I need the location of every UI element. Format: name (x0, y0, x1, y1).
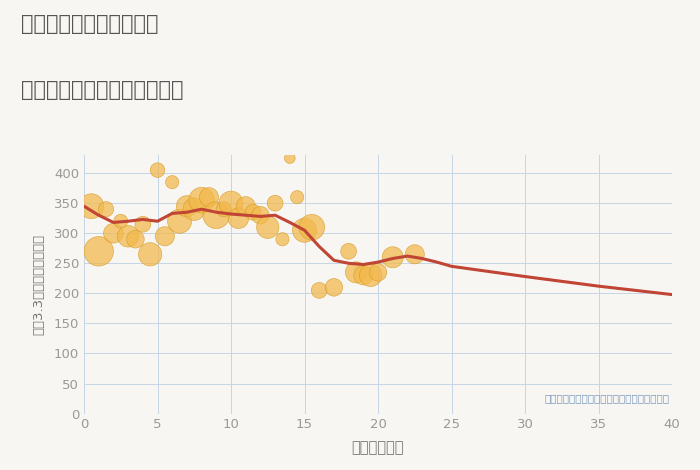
Point (152, 166, 163, 174)
Point (232, 214, 244, 222)
Point (181, 203, 193, 210)
Point (122, 233, 134, 240)
Point (270, 199, 281, 207)
Y-axis label: 坪（3.3㎡）単価（万円）: 坪（3.3㎡）単価（万円） (32, 234, 46, 335)
X-axis label: 築年数（年）: 築年数（年） (351, 440, 405, 455)
Point (130, 235, 141, 243)
Text: 神奈川県横浜市中区本町: 神奈川県横浜市中区本町 (21, 14, 158, 34)
Point (203, 194, 214, 201)
Point (365, 272, 377, 279)
Point (248, 209, 259, 216)
Point (372, 268, 384, 276)
Point (144, 251, 155, 258)
Point (108, 229, 119, 237)
Point (262, 223, 273, 231)
Point (358, 272, 369, 279)
Point (343, 248, 354, 255)
Point (174, 218, 185, 225)
Point (160, 233, 171, 240)
Point (409, 251, 420, 258)
Point (277, 235, 288, 243)
Point (85, 203, 97, 210)
Point (93, 248, 104, 255)
Point (137, 220, 148, 228)
Point (240, 203, 251, 210)
Point (189, 205, 200, 213)
Point (307, 223, 318, 231)
Point (211, 212, 222, 219)
Point (115, 218, 126, 225)
Point (299, 227, 310, 234)
Point (225, 199, 237, 207)
Point (101, 205, 112, 213)
Point (196, 196, 207, 204)
Text: 築年数別中古マンション価格: 築年数別中古マンション価格 (21, 80, 183, 100)
Point (167, 179, 178, 186)
Point (387, 253, 398, 261)
Text: 円の大きさは、取引のあった物件面積を示す: 円の大きさは、取引のあった物件面積を示す (544, 393, 669, 403)
Point (314, 287, 325, 294)
Point (351, 268, 362, 276)
Point (328, 283, 339, 291)
Point (291, 194, 302, 201)
Point (218, 205, 230, 213)
Point (255, 212, 266, 219)
Point (284, 154, 295, 162)
